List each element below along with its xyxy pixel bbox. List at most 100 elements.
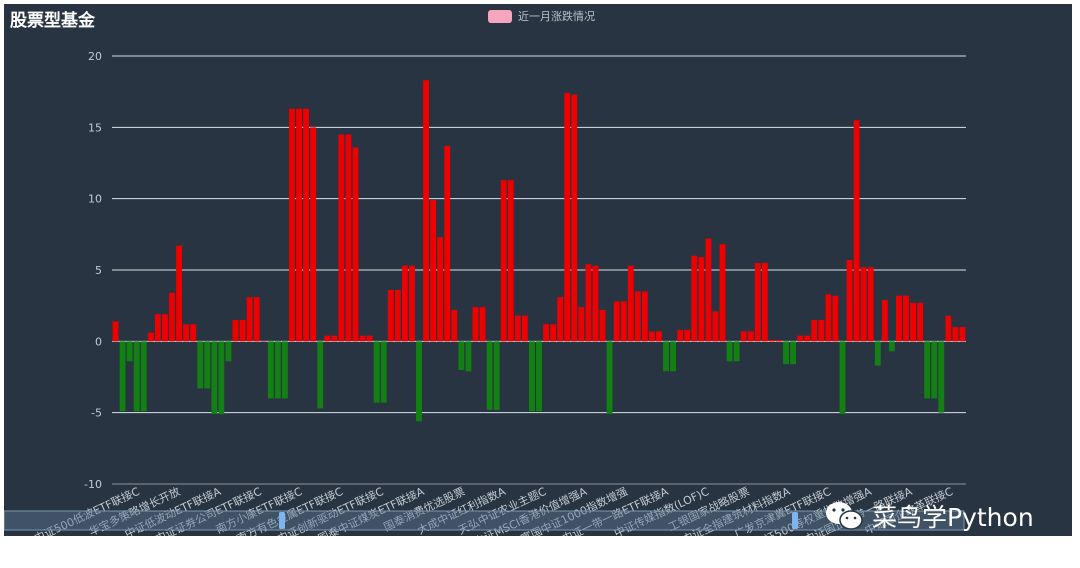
bar[interactable] <box>353 147 359 341</box>
bar[interactable] <box>465 341 471 371</box>
bar[interactable] <box>176 246 182 342</box>
bar[interactable] <box>670 341 676 371</box>
bar[interactable] <box>247 297 253 341</box>
bar[interactable] <box>268 341 274 398</box>
bar[interactable] <box>663 341 669 371</box>
bar[interactable] <box>529 341 535 411</box>
bar[interactable] <box>501 180 507 341</box>
bar[interactable] <box>367 336 373 342</box>
bar[interactable] <box>197 341 203 388</box>
bar[interactable] <box>790 341 796 364</box>
zoom-slider[interactable] <box>4 511 964 530</box>
bar[interactable] <box>741 331 747 341</box>
bar[interactable] <box>564 93 570 341</box>
bar[interactable] <box>684 330 690 341</box>
bar[interactable] <box>727 341 733 361</box>
bar[interactable] <box>204 341 210 388</box>
bar[interactable] <box>134 341 140 411</box>
bar[interactable] <box>833 296 839 342</box>
bar[interactable] <box>748 331 754 341</box>
bar[interactable] <box>762 263 768 341</box>
bar[interactable] <box>458 341 464 370</box>
bar[interactable] <box>522 316 528 342</box>
bar[interactable] <box>494 341 500 409</box>
bar[interactable] <box>720 244 726 341</box>
bar[interactable] <box>896 296 902 342</box>
zoom-handle-right[interactable] <box>792 512 798 529</box>
bar[interactable] <box>508 180 514 341</box>
bar[interactable] <box>218 341 224 414</box>
bar[interactable] <box>734 341 740 361</box>
bar[interactable] <box>120 341 126 411</box>
bar[interactable] <box>713 311 719 341</box>
bar[interactable] <box>818 320 824 341</box>
zoom-handle-left[interactable] <box>279 512 285 529</box>
bar[interactable] <box>162 314 168 341</box>
bar[interactable] <box>338 134 344 341</box>
bar[interactable] <box>847 260 853 341</box>
bar[interactable] <box>811 320 817 341</box>
bar[interactable] <box>331 336 337 342</box>
bar[interactable] <box>346 134 352 341</box>
bar[interactable] <box>550 324 556 341</box>
bar[interactable] <box>303 109 309 342</box>
bar[interactable] <box>360 336 366 342</box>
bar[interactable] <box>282 341 288 398</box>
bar[interactable] <box>960 327 966 341</box>
bar[interactable] <box>931 341 937 398</box>
bar[interactable] <box>769 340 775 341</box>
bar[interactable] <box>261 341 267 342</box>
bar[interactable] <box>289 109 295 342</box>
bar[interactable] <box>155 314 161 341</box>
bar[interactable] <box>169 293 175 342</box>
bar[interactable] <box>374 341 380 402</box>
bar[interactable] <box>148 333 154 342</box>
bar[interactable] <box>698 257 704 341</box>
bar[interactable] <box>381 341 387 402</box>
bar[interactable] <box>296 109 302 342</box>
bar[interactable] <box>825 294 831 341</box>
bar[interactable] <box>585 264 591 341</box>
bar[interactable] <box>113 321 119 341</box>
bar[interactable] <box>621 301 627 341</box>
bar[interactable] <box>910 303 916 342</box>
bar[interactable] <box>190 324 196 341</box>
bar[interactable] <box>536 341 542 411</box>
bar[interactable] <box>656 331 662 341</box>
bar[interactable] <box>945 316 951 342</box>
bar[interactable] <box>402 266 408 342</box>
bar[interactable] <box>600 310 606 341</box>
bar[interactable] <box>127 341 133 361</box>
bar[interactable] <box>310 127 316 341</box>
bar[interactable] <box>917 303 923 342</box>
bar[interactable] <box>868 267 874 341</box>
bar[interactable] <box>705 239 711 342</box>
bar[interactable] <box>861 267 867 341</box>
bar[interactable] <box>677 330 683 341</box>
bar[interactable] <box>254 297 260 341</box>
bar[interactable] <box>388 290 394 341</box>
bar[interactable] <box>487 341 493 409</box>
bar[interactable] <box>183 324 189 341</box>
bar[interactable] <box>437 237 443 341</box>
bar[interactable] <box>275 341 281 398</box>
bar[interactable] <box>804 336 810 342</box>
bar[interactable] <box>578 307 584 341</box>
bar[interactable] <box>882 300 888 341</box>
bar[interactable] <box>649 331 655 341</box>
bar[interactable] <box>423 80 429 341</box>
bar[interactable] <box>776 340 782 341</box>
bar[interactable] <box>141 341 147 411</box>
bar[interactable] <box>233 320 239 341</box>
bar[interactable] <box>451 310 457 341</box>
bar[interactable] <box>607 341 613 414</box>
bar[interactable] <box>635 291 641 341</box>
bar[interactable] <box>515 316 521 342</box>
bar[interactable] <box>875 341 881 365</box>
bar[interactable] <box>430 200 436 341</box>
bar[interactable] <box>211 341 217 414</box>
bar[interactable] <box>416 341 422 421</box>
bar[interactable] <box>571 95 577 342</box>
bar[interactable] <box>924 341 930 398</box>
bar[interactable] <box>240 320 246 341</box>
